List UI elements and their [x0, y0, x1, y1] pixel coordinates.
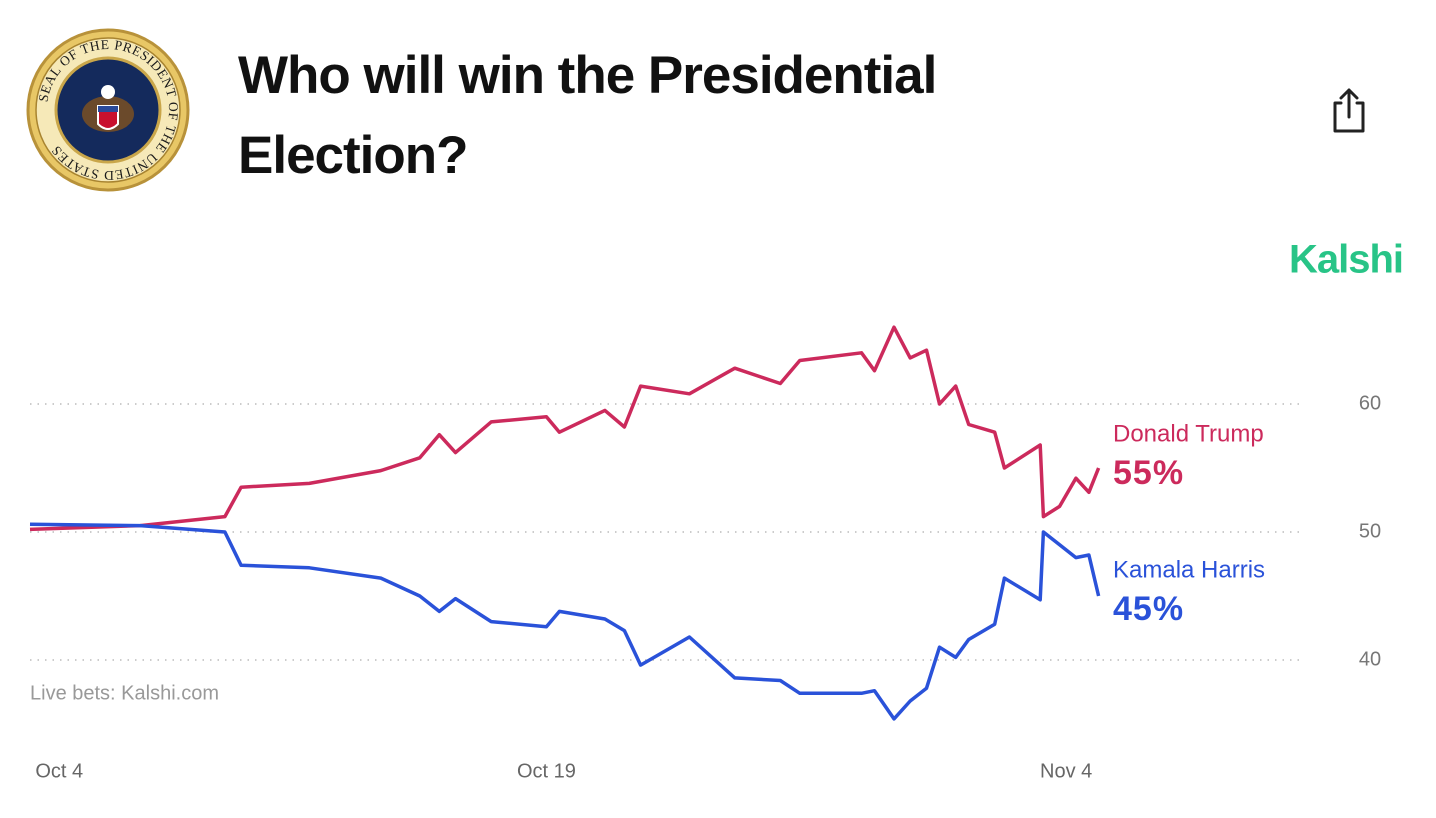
- end-value-label: 45%: [1113, 590, 1184, 628]
- legend-label: Donald Trump: [1113, 420, 1264, 447]
- brand: Kalshi: [1289, 238, 1403, 282]
- y-tick-label: 50: [1359, 520, 1381, 542]
- x-tick-label: Oct 19: [517, 760, 576, 782]
- series-line: [29, 325, 1101, 532]
- source-note: Live bets: Kalshi.com: [30, 682, 219, 704]
- x-tick-label: Nov 4: [1040, 760, 1092, 782]
- series-line: [29, 522, 1101, 721]
- legend-label: Kamala Harris: [1113, 556, 1265, 583]
- chart-title: Who will win the Presidential Election?: [238, 46, 937, 185]
- share-icon[interactable]: [1333, 88, 1365, 133]
- y-tick-label: 40: [1359, 648, 1381, 670]
- y-tick-label: 60: [1359, 392, 1381, 414]
- end-value-label: 55%: [1113, 454, 1184, 492]
- x-tick-label: Oct 4: [35, 760, 83, 782]
- seal: SEAL OF THE PRESIDENT OF THE UNITED STAT…: [26, 28, 190, 192]
